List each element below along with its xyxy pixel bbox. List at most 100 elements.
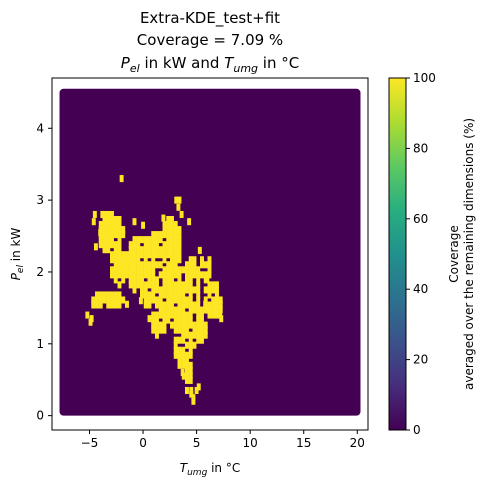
covered-cell — [106, 241, 111, 249]
covered-cell — [203, 321, 208, 329]
covered-cell — [177, 226, 182, 234]
covered-cell — [203, 300, 208, 308]
covered-cell — [196, 276, 201, 284]
covered-cell — [113, 271, 118, 279]
covered-cell — [207, 281, 212, 289]
covered-cell — [98, 221, 103, 229]
covered-cell — [125, 300, 129, 308]
covered-cell — [151, 266, 156, 274]
covered-cell — [170, 221, 174, 229]
covered-cell — [207, 286, 212, 294]
covered-cell — [162, 246, 167, 254]
covered-cell — [181, 266, 186, 274]
covered-cell — [158, 261, 163, 269]
covered-cell — [121, 226, 126, 234]
covered-cell — [113, 266, 118, 274]
covered-cell — [211, 286, 216, 294]
covered-cell — [170, 215, 174, 224]
covered-cell — [170, 246, 174, 254]
covered-cell — [174, 196, 179, 204]
covered-cell — [140, 291, 144, 299]
covered-cell — [218, 296, 223, 304]
covered-cell — [181, 372, 186, 380]
covered-cell — [117, 256, 122, 264]
y-tick-label: 1 — [36, 337, 44, 351]
covered-cell — [191, 394, 196, 402]
covered-cell — [151, 256, 156, 264]
covered-cell — [140, 261, 144, 269]
heatmap-layer — [59, 88, 361, 416]
covered-cell — [110, 241, 114, 249]
covered-cell — [188, 286, 193, 294]
covered-cell — [91, 218, 96, 226]
covered-cell — [113, 251, 118, 259]
covered-cell — [102, 226, 107, 234]
covered-cell — [151, 316, 156, 324]
covered-cell — [185, 266, 189, 274]
covered-cell — [188, 296, 193, 304]
covered-cell — [199, 271, 204, 279]
covered-cell — [199, 261, 204, 269]
covered-cell — [121, 271, 126, 279]
covered-cell — [132, 276, 137, 284]
covered-cell — [147, 276, 152, 284]
covered-cell — [166, 246, 171, 254]
covered-cell — [187, 218, 192, 226]
covered-cell — [162, 266, 167, 274]
covered-cell — [173, 236, 178, 244]
covered-cell — [188, 281, 193, 289]
covered-cell — [177, 316, 182, 324]
covered-cell — [143, 286, 148, 294]
covered-cell — [155, 276, 159, 284]
covered-cell — [110, 256, 114, 264]
covered-cell — [106, 291, 111, 299]
y-tick-label: 3 — [36, 193, 44, 207]
x-axis-ticks: −5 0 5 10 15 20 — [81, 430, 365, 450]
covered-cell — [218, 311, 223, 319]
covered-cell — [140, 266, 144, 274]
covered-cell — [143, 301, 148, 309]
covered-cell — [185, 371, 189, 379]
covered-cell — [166, 215, 171, 224]
covered-cell — [170, 301, 174, 309]
covered-cell — [181, 296, 186, 304]
covered-cell — [113, 276, 118, 284]
covered-cell — [117, 281, 122, 289]
covered-cell — [106, 215, 111, 224]
covered-cell — [192, 306, 197, 314]
covered-cell — [121, 296, 126, 304]
covered-cell — [117, 246, 122, 254]
covered-cell — [188, 311, 193, 319]
covered-cell — [173, 256, 178, 264]
covered-cell — [192, 266, 197, 274]
covered-cell — [158, 251, 163, 259]
covered-cell — [151, 271, 156, 279]
covered-cell — [110, 215, 114, 224]
covered-cell — [128, 246, 133, 254]
covered-cell — [189, 386, 194, 395]
covered-cell — [162, 241, 167, 249]
covered-cell — [199, 321, 204, 329]
y-tick-label: 4 — [36, 121, 44, 135]
covered-cell — [132, 261, 137, 269]
covered-cell — [110, 231, 114, 239]
covered-cell — [181, 336, 186, 344]
covered-cell — [170, 276, 174, 284]
covered-cell — [132, 256, 137, 264]
covered-cell — [203, 271, 208, 279]
covered-cell — [170, 251, 174, 259]
covered-cell — [117, 226, 122, 234]
covered-cell — [181, 356, 186, 364]
covered-cell — [128, 271, 133, 279]
covered-cell — [125, 271, 129, 279]
covered-cell — [100, 210, 105, 219]
covered-cell — [218, 301, 223, 309]
covered-cell — [102, 241, 107, 249]
covered-cell — [181, 311, 186, 319]
covered-cell — [207, 271, 212, 279]
covered-cell — [158, 271, 163, 279]
covered-cell — [185, 286, 189, 294]
covered-cell — [93, 243, 98, 251]
covered-cell — [140, 246, 144, 254]
covered-cell — [192, 341, 197, 349]
